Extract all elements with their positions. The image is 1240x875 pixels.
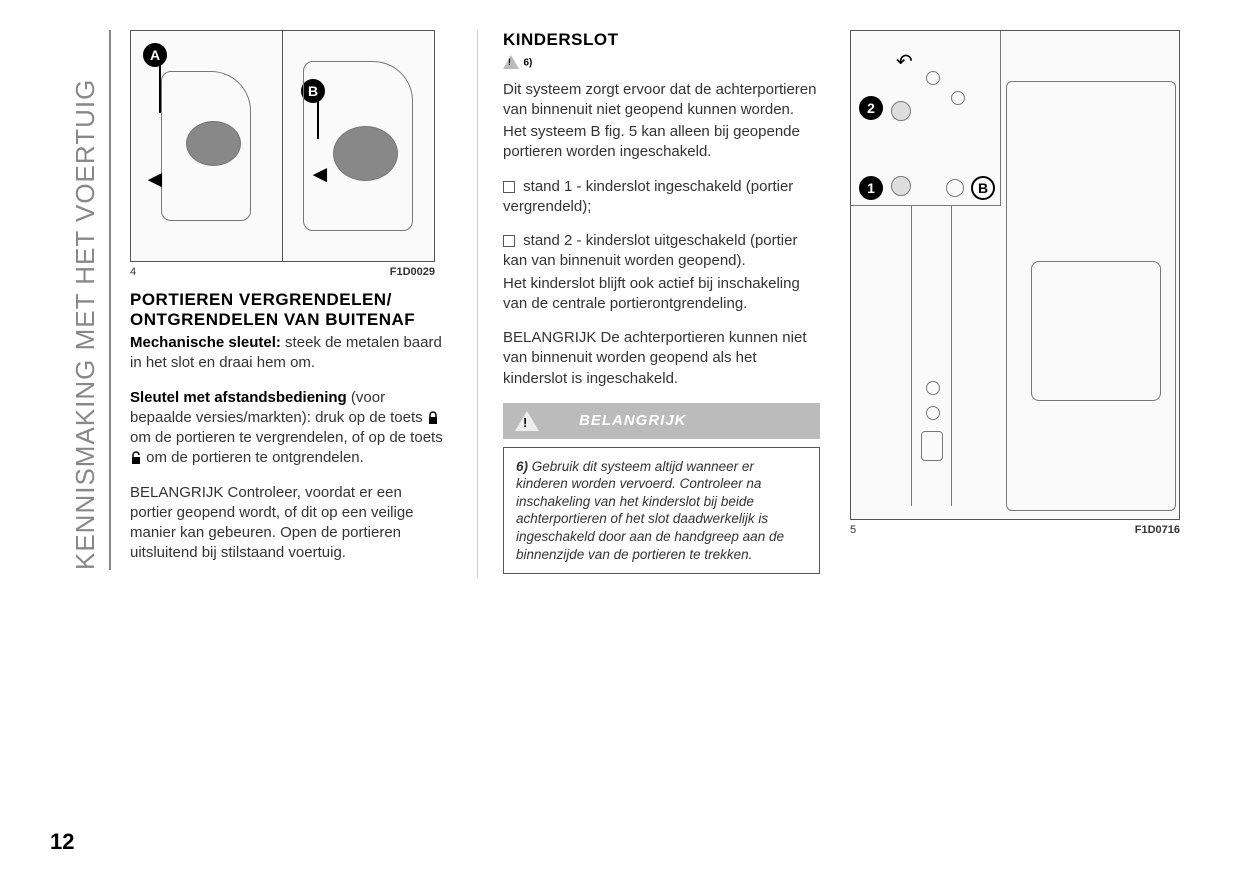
column-1: A ◄ B ◄ 4 F1D0029 PORTIEREN	[130, 30, 447, 578]
lock-closed-icon	[427, 411, 439, 425]
remote-key-text-c: om de portieren te ontgrendelen.	[142, 449, 364, 466]
warning-ref: 6)	[523, 57, 532, 68]
callout-b: B	[971, 176, 995, 200]
position-2-text: stand 2 - kinderslot uitgeschakeld (port…	[503, 232, 797, 269]
col2-para-5: Het kinderslot blijft ook actief bij ins…	[503, 274, 820, 315]
remote-key-text-b: om de portieren te vergrendelen, of op d…	[130, 429, 443, 446]
callout-2: 2	[859, 96, 883, 120]
figure-5: 2 1 B ↶	[850, 30, 1180, 520]
col1-para-3: BELANGRIJK Controleer, voordat er een po…	[130, 483, 447, 564]
lock-open-icon	[130, 451, 142, 465]
callout-1: 1	[859, 176, 883, 200]
warning-triangle-icon	[515, 411, 539, 431]
figure-4-caption: 4 F1D0029	[130, 266, 435, 278]
figure-5-number: 5	[850, 524, 856, 536]
col2-para-1: Dit systeem zorgt ervoor dat de achterpo…	[503, 80, 820, 121]
figure-4-left: A ◄	[131, 31, 283, 261]
figure-5-code: F1D0716	[1135, 524, 1180, 536]
page-number: 12	[50, 829, 74, 855]
figure-4: A ◄ B ◄	[130, 30, 435, 262]
col1-heading: PORTIEREN VERGRENDELEN/ ONTGRENDELEN VAN…	[130, 290, 447, 329]
col2-para-6: BELANGRIJK De achterportieren kunnen nie…	[503, 328, 820, 389]
figure-5-caption: 5 F1D0716	[850, 524, 1180, 536]
col2-para-3: stand 1 - kinderslot ingeschakeld (porti…	[503, 177, 820, 218]
note-ref: 6)	[516, 459, 528, 474]
note-box: 6) Gebruik dit systeem altijd wanneer er…	[503, 447, 820, 574]
col2-para-2: Het systeem B fig. 5 kan alleen bij geop…	[503, 122, 820, 163]
column-3: 2 1 B ↶ 5 F1D0716	[850, 30, 1180, 578]
column-2: KINDERSLOT 6) Dit systeem zorgt ervoor d…	[477, 30, 820, 578]
col2-para-4: stand 2 - kinderslot uitgeschakeld (port…	[503, 231, 820, 272]
note-text: Gebruik dit systeem altijd wanneer er ki…	[516, 459, 784, 562]
page-content: A ◄ B ◄ 4 F1D0029 PORTIEREN	[130, 30, 1180, 578]
col2-heading: KINDERSLOT	[503, 30, 820, 50]
warning-icon	[503, 55, 519, 69]
checkbox-icon	[503, 181, 515, 193]
col1-para-1: Mechanische sleutel: steek de metalen ba…	[130, 333, 447, 374]
position-1-text: stand 1 - kinderslot ingeschakeld (porti…	[503, 178, 793, 215]
figure-4-right: B ◄	[283, 31, 434, 261]
remote-key-label: Sleutel met afstandsbediening	[130, 389, 347, 406]
important-box: BELANGRIJK	[503, 403, 820, 439]
figure-4-number: 4	[130, 266, 136, 278]
figure-4-code: F1D0029	[390, 266, 435, 278]
col1-para-2: Sleutel met afstandsbediening (voor bepa…	[130, 388, 447, 469]
important-label: BELANGRIJK	[579, 412, 687, 429]
warning-ref-line: 6)	[503, 54, 820, 72]
checkbox-icon	[503, 235, 515, 247]
chapter-vertical-title: KENNISMAKING MET HET VOERTUIG	[70, 30, 111, 570]
callout-a: A	[143, 43, 167, 67]
mechanical-key-label: Mechanische sleutel:	[130, 334, 281, 351]
